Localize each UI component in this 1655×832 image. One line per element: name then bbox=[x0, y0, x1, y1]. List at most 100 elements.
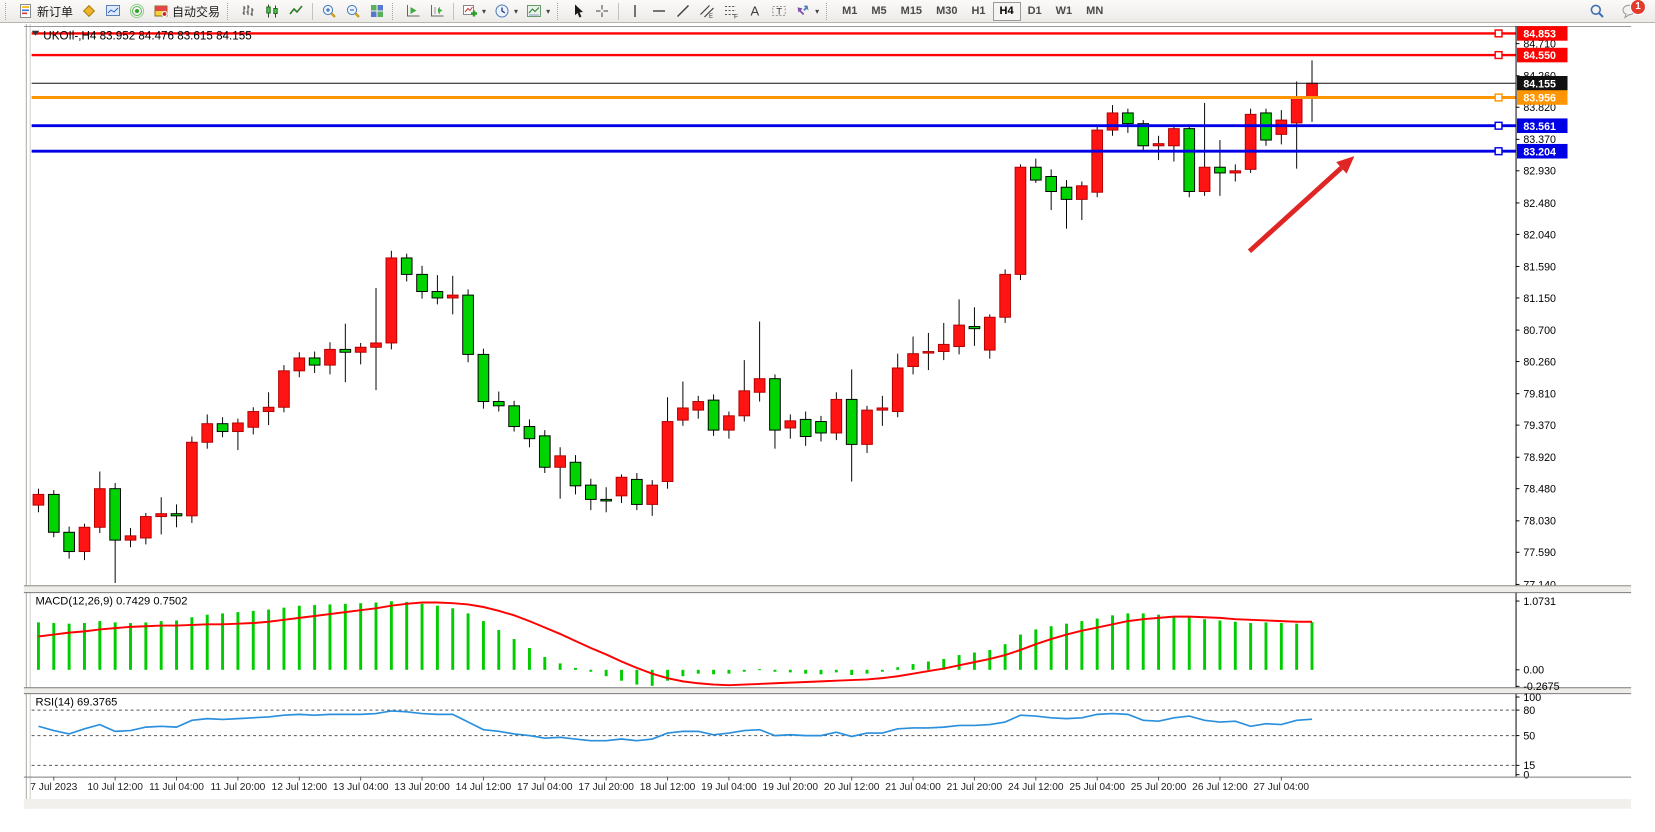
candle-bullish bbox=[784, 420, 797, 429]
candle-bullish bbox=[293, 357, 306, 372]
bar-chart-button[interactable] bbox=[236, 1, 260, 21]
autotrade-icon bbox=[153, 3, 169, 19]
timeframe-h1-button[interactable]: H1 bbox=[971, 4, 986, 17]
arrows-icon bbox=[795, 3, 811, 19]
macd-signal-line bbox=[38, 601, 1313, 687]
macd-histogram-bar bbox=[574, 667, 577, 670]
macd-histogram-bar bbox=[1172, 616, 1176, 670]
add-indicator-button[interactable]: ▾ bbox=[458, 1, 490, 21]
arrow-object[interactable] bbox=[1247, 156, 1355, 254]
chart-area[interactable]: 84.71084.26083.82083.37082.93082.48082.0… bbox=[0, 24, 1655, 832]
candle-bearish bbox=[1137, 123, 1150, 147]
candle-bullish bbox=[1290, 98, 1303, 124]
line-handle[interactable] bbox=[1494, 29, 1503, 38]
timeframe-m30-button[interactable]: M30 bbox=[936, 4, 958, 17]
chart-shift-button[interactable] bbox=[425, 1, 449, 21]
line-handle[interactable] bbox=[1494, 147, 1503, 156]
trendline-button[interactable] bbox=[671, 1, 695, 21]
timeframe-w1-button[interactable]: W1 bbox=[1055, 4, 1073, 17]
auto-scroll-button[interactable] bbox=[401, 1, 425, 21]
arrow-shaft[interactable] bbox=[1247, 166, 1344, 254]
text-button[interactable]: A bbox=[743, 1, 767, 21]
time-axis[interactable]: 7 Jul 2023 10 Jul 12:00 11 Jul 04:00 11 Jul… bbox=[23, 776, 1632, 809]
line-handle[interactable] bbox=[1494, 93, 1503, 102]
zoom-in-button[interactable] bbox=[317, 1, 341, 21]
candle-bullish bbox=[354, 346, 367, 353]
cursor-button[interactable] bbox=[566, 1, 590, 21]
candle-bullish bbox=[1152, 143, 1165, 147]
candle-bearish bbox=[477, 353, 490, 403]
zoom-out-button[interactable] bbox=[341, 1, 365, 21]
candle-bearish bbox=[569, 461, 582, 487]
time-tick-label: 11 Jul 04:00 bbox=[149, 782, 204, 793]
horizontal-line-button[interactable] bbox=[647, 1, 671, 21]
macd-histogram-bar bbox=[1218, 620, 1222, 670]
macd-histogram-bar bbox=[190, 617, 194, 670]
candle-bearish bbox=[845, 398, 858, 445]
charts-profile-button[interactable] bbox=[77, 1, 101, 21]
periods-button[interactable]: ▾ bbox=[490, 1, 522, 21]
templates-button[interactable]: ▾ bbox=[522, 1, 554, 21]
price-tick-label: 83.820 bbox=[1523, 102, 1556, 114]
chevron-down-icon: ▾ bbox=[815, 6, 820, 16]
candle-bullish bbox=[1076, 185, 1088, 200]
candle-bullish bbox=[1306, 82, 1318, 99]
label-button[interactable]: T bbox=[767, 1, 791, 21]
line-handle[interactable] bbox=[1494, 50, 1503, 60]
timeframe-d1-button[interactable]: D1 bbox=[1027, 4, 1042, 17]
price-tick-label: 82.930 bbox=[1523, 166, 1556, 178]
line-handle[interactable] bbox=[1494, 121, 1503, 130]
price-axis[interactable]: 84.71084.26083.82083.37082.93082.48082.0… bbox=[1515, 25, 1568, 777]
candle-bearish bbox=[109, 488, 121, 541]
macd-histogram-bar bbox=[374, 602, 378, 670]
candle-bearish bbox=[1183, 128, 1196, 192]
macd-histogram-bar bbox=[343, 603, 347, 670]
crosshair-button[interactable] bbox=[590, 1, 614, 21]
macd-histogram-bar bbox=[497, 630, 501, 670]
candle-bearish bbox=[508, 405, 520, 428]
rsi-scale-label: 100 bbox=[1523, 692, 1541, 704]
charts-profile-icon bbox=[81, 3, 97, 19]
tile-windows-button[interactable] bbox=[365, 1, 389, 21]
price-badge-label: 84.853 bbox=[1523, 28, 1556, 40]
svg-text:A: A bbox=[751, 4, 760, 19]
horizontal-lines-layer[interactable] bbox=[31, 29, 1516, 156]
macd-histogram-bar bbox=[1187, 617, 1191, 670]
signals-button[interactable] bbox=[125, 1, 149, 21]
fibonacci-button[interactable]: F bbox=[719, 1, 743, 21]
price-badge-label: 83.956 bbox=[1523, 93, 1556, 105]
candle-bullish bbox=[830, 398, 843, 434]
autotrade-button[interactable]: 自动交易 bbox=[149, 1, 224, 21]
candle-bearish bbox=[170, 513, 183, 517]
candle-bearish bbox=[1060, 186, 1073, 200]
new-order-icon bbox=[18, 3, 34, 19]
timeframe-h4-button[interactable]: H4 bbox=[992, 1, 1021, 21]
timeframe-mn-button[interactable]: MN bbox=[1086, 4, 1104, 17]
timeframe-m1-button[interactable]: M1 bbox=[842, 4, 858, 17]
line-chart-button[interactable] bbox=[284, 1, 308, 21]
one-click-trading-toggle-icon[interactable] bbox=[31, 30, 40, 36]
macd-histogram-bar bbox=[1233, 621, 1237, 670]
time-tick-label: 24 Jul 12:00 bbox=[1008, 782, 1064, 793]
market-watch-button[interactable] bbox=[101, 1, 125, 21]
search-button[interactable] bbox=[1585, 1, 1609, 21]
channel-button[interactable]: E bbox=[695, 1, 719, 21]
notifications-button[interactable]: 1 bbox=[1617, 0, 1646, 21]
price-badge-label: 83.561 bbox=[1523, 121, 1556, 133]
rsi-scale-label: 50 bbox=[1523, 730, 1535, 742]
macd-histogram-bar bbox=[1157, 614, 1161, 670]
vertical-line-button[interactable] bbox=[623, 1, 647, 21]
candle-bearish bbox=[538, 435, 551, 468]
candlestick-button[interactable] bbox=[260, 1, 284, 21]
time-tick-label: 18 Jul 12:00 bbox=[640, 782, 696, 793]
autotrade-label: 自动交易 bbox=[172, 4, 221, 19]
timeframe-m15-button[interactable]: M15 bbox=[900, 4, 923, 17]
timeframe-m5-button[interactable]: M5 bbox=[871, 4, 887, 17]
arrows-button[interactable]: ▾ bbox=[791, 1, 823, 21]
svg-text:F: F bbox=[734, 14, 738, 20]
macd-histogram-bar bbox=[1279, 623, 1283, 670]
macd-histogram-bar bbox=[205, 614, 209, 670]
new-order-button[interactable]: 新订单 bbox=[14, 1, 77, 21]
